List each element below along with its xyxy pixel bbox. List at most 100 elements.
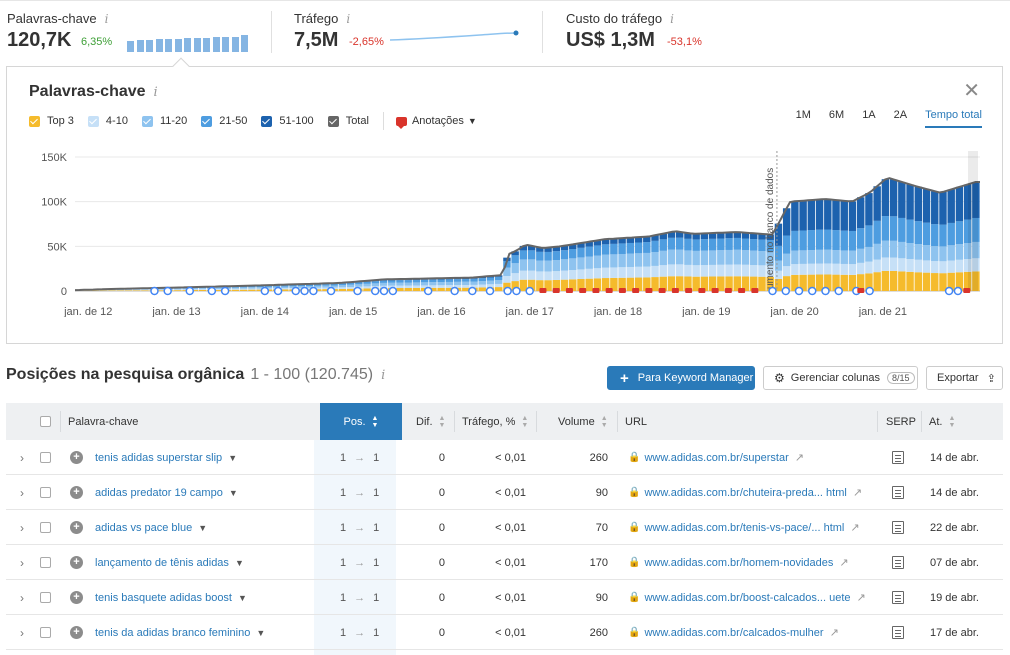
- table-row[interactable]: › + lançamento de tênis adidas ▼ 1 → 1 0 < 0,01 1…: [6, 545, 1003, 580]
- legend-11-20[interactable]: 11-20: [141, 115, 187, 127]
- checkbox-icon[interactable]: [29, 115, 40, 127]
- caret-down-icon[interactable]: ▼: [256, 627, 266, 638]
- table-row[interactable]: › + adidas vs pace blue ▼ 1 → 1 0 < 0,01 70 🔒 www.a…: [6, 510, 1003, 545]
- row-checkbox[interactable]: [40, 452, 51, 463]
- row-checkbox[interactable]: [40, 592, 51, 603]
- external-link-icon[interactable]: ↗: [856, 592, 866, 604]
- row-checkbox[interactable]: [40, 557, 51, 568]
- table-row[interactable]: › + adidas predator 19 campo ▼ 1 → 1 0 < 0,01 90 🔒…: [6, 475, 1003, 510]
- row-checkbox[interactable]: [40, 627, 51, 638]
- external-link-icon[interactable]: ↗: [829, 627, 839, 639]
- add-keyword-icon[interactable]: +: [70, 521, 83, 534]
- checkbox-icon[interactable]: [201, 115, 213, 127]
- col-serp[interactable]: SERP: [886, 415, 916, 428]
- keyword-link[interactable]: adidas vs pace blue: [95, 521, 193, 534]
- annotation-icon: [592, 288, 600, 293]
- metric-keywords[interactable]: Palavras-chave i 120,7K 6,35%: [7, 1, 267, 61]
- add-keyword-icon[interactable]: +: [70, 626, 83, 639]
- area-segment-top-3: [708, 276, 717, 291]
- keyword-link[interactable]: tenis basquete adidas boost: [95, 591, 232, 604]
- caret-down-icon[interactable]: ▼: [228, 487, 238, 498]
- chevron-right-icon[interactable]: ›: [20, 450, 24, 465]
- row-checkbox[interactable]: [40, 487, 51, 498]
- col-keyword[interactable]: Palavra-chave: [68, 415, 139, 428]
- serp-icon[interactable]: [892, 521, 904, 534]
- keyword-link[interactable]: tenis adidas superstar slip: [95, 451, 223, 464]
- col-position[interactable]: Pos. ▲ ▼: [320, 403, 402, 440]
- chevron-right-icon[interactable]: ›: [20, 590, 24, 605]
- chevron-right-icon[interactable]: ›: [20, 625, 24, 640]
- table-row[interactable]: › + tenis basquete adidas boost ▼ 1 → 1 0 < 0,01…: [6, 580, 1003, 615]
- caret-down-icon[interactable]: ▼: [234, 557, 244, 568]
- checkbox-icon[interactable]: [141, 115, 153, 127]
- keyword-link[interactable]: tenis da adidas branco feminino: [95, 626, 251, 639]
- legend-21-50[interactable]: 21-50: [201, 115, 247, 127]
- keyword-link[interactable]: adidas predator 19 campo: [95, 486, 223, 499]
- serp-icon[interactable]: [892, 591, 904, 604]
- checkbox-icon[interactable]: [327, 115, 339, 127]
- url-link[interactable]: www.adidas.com.br/boost-calcados... uete: [644, 591, 851, 604]
- info-icon[interactable]: i: [670, 12, 674, 26]
- col-volume[interactable]: Volume ▲ ▼: [558, 414, 608, 429]
- caret-down-icon[interactable]: ▼: [238, 592, 247, 603]
- keyword-manager-button[interactable]: + Para Keyword Manager: [607, 366, 755, 390]
- period-1m[interactable]: 1M: [795, 109, 811, 121]
- external-link-icon[interactable]: ↗: [794, 452, 804, 464]
- serp-icon[interactable]: [892, 451, 904, 464]
- chevron-right-icon[interactable]: ›: [20, 555, 24, 570]
- period-1a[interactable]: 1A: [862, 109, 876, 121]
- keyword-link[interactable]: lançamento de tênis adidas: [95, 556, 229, 569]
- add-keyword-icon[interactable]: +: [70, 451, 83, 464]
- add-keyword-icon[interactable]: +: [70, 486, 83, 499]
- legend-4-10[interactable]: 4-10: [87, 115, 128, 127]
- external-link-icon[interactable]: ↗: [852, 487, 863, 499]
- table-row[interactable]: › + tenis adidas superstar slip ▼ 1 → 1 0 < 0,01…: [6, 440, 1003, 475]
- table-row[interactable]: › + tenis da adidas branco feminino ▼ 1 → 1 0 < …: [6, 615, 1003, 650]
- col-traffic[interactable]: Tráfego, % ▲ ▼: [462, 414, 529, 429]
- metric-traffic[interactable]: Tráfego i 7,5M -2,65%: [294, 1, 534, 61]
- info-icon[interactable]: i: [153, 85, 158, 100]
- col-updated[interactable]: At. ▲ ▼: [929, 414, 956, 429]
- add-keyword-icon[interactable]: +: [70, 591, 83, 604]
- chevron-right-icon[interactable]: ›: [20, 520, 24, 535]
- url-link[interactable]: www.adidas.com.br/superstar: [644, 451, 789, 464]
- legend-51-100[interactable]: 51-100: [261, 115, 314, 127]
- url-link[interactable]: www.adidas.com.br/chuteira-preda... html: [644, 486, 847, 499]
- period-all-time[interactable]: Tempo total: [925, 109, 982, 128]
- checkbox-icon[interactable]: [261, 115, 273, 127]
- url-link[interactable]: www.adidas.com.br/homem-novidades: [644, 556, 834, 569]
- external-link-icon[interactable]: ↗: [839, 557, 849, 569]
- checkbox-icon[interactable]: [87, 115, 99, 127]
- col-difficulty[interactable]: Dif. ▲ ▼: [416, 414, 446, 429]
- serp-icon[interactable]: [892, 626, 904, 639]
- area-segment-21-50: [684, 238, 692, 251]
- period-2a[interactable]: 2A: [893, 109, 908, 121]
- info-icon[interactable]: i: [346, 12, 351, 26]
- url-link[interactable]: www.adidas.com.br/tenis-vs-pace/... html: [644, 521, 845, 534]
- chevron-right-icon[interactable]: ›: [20, 485, 24, 500]
- annotations-dropdown[interactable]: Anotações ▼: [395, 115, 477, 129]
- manage-columns-button[interactable]: ⚙ Gerenciar colunas 8/15: [763, 366, 918, 390]
- serp-icon[interactable]: [892, 556, 904, 569]
- caret-down-icon[interactable]: ▼: [228, 452, 238, 463]
- serp-icon[interactable]: [892, 486, 904, 499]
- row-checkbox[interactable]: [40, 522, 51, 533]
- area-segment-top-3: [174, 290, 182, 291]
- area-segment-21-50: [708, 238, 717, 251]
- keywords-area-chart[interactable]: 150K 100K 50K 0 umento no banco de dados jan.…: [7, 147, 1002, 317]
- legend-total[interactable]: Total: [327, 115, 369, 127]
- select-all-checkbox[interactable]: [40, 416, 51, 427]
- period-6m[interactable]: 6M: [828, 109, 845, 121]
- add-keyword-icon[interactable]: +: [70, 556, 83, 569]
- info-icon[interactable]: i: [104, 12, 109, 26]
- external-link-icon[interactable]: ↗: [850, 522, 860, 534]
- close-icon[interactable]: ✕: [963, 80, 980, 102]
- legend-top3[interactable]: Top 3: [29, 115, 74, 127]
- url-link[interactable]: www.adidas.com.br/calcados-mulher: [644, 626, 824, 639]
- export-button[interactable]: Exportar ⇪: [926, 366, 1003, 390]
- col-url[interactable]: URL: [625, 415, 648, 428]
- area-segment-4-10: [215, 288, 223, 290]
- info-icon[interactable]: i: [381, 368, 386, 383]
- metric-traffic-cost[interactable]: Custo do tráfego i US$ 1,3M -53,1%: [566, 1, 826, 61]
- caret-down-icon[interactable]: ▼: [198, 522, 208, 533]
